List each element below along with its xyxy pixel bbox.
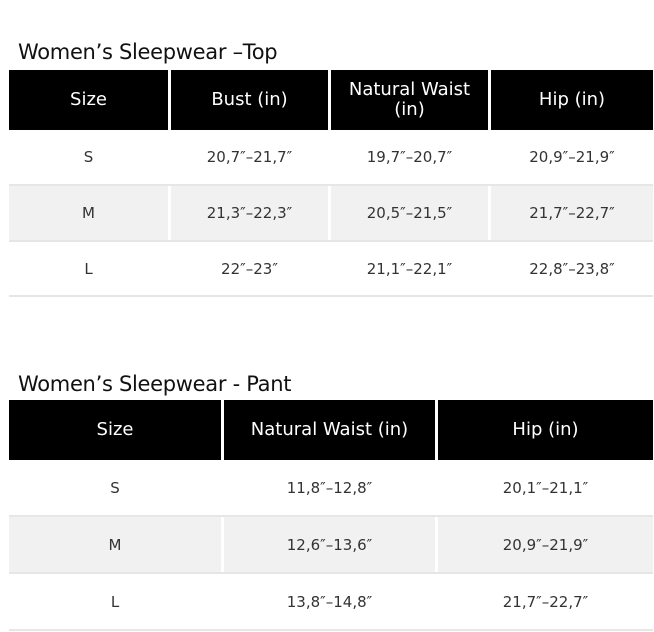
- measurement-cell: 19,7″–20,7″: [366, 148, 453, 166]
- column-header: Hip (in): [438, 400, 653, 460]
- table-row: M 12,6″–13,6″ 20,9″–21,9″: [9, 517, 653, 574]
- table-row: M 21,3″–22,3″ 20,5″–21,5″ 21,7″–22,7″: [9, 186, 653, 242]
- measurement-cell: 21,7″–22,7″: [502, 592, 589, 611]
- header-row: Size Bust (in) Natural Waist (in) Hip (in): [9, 70, 653, 130]
- column-header: Natural Waist (in): [331, 70, 488, 130]
- column-header: Bust (in): [171, 70, 328, 130]
- pant-size-table: Size Natural Waist (in) Hip (in) S 11,8″–12,…: [9, 400, 653, 631]
- header-row: Size Natural Waist (in) Hip (in): [9, 400, 653, 460]
- table-row: S 11,8″–12,8″ 20,1″–21,1″: [9, 460, 653, 517]
- table-row: L 13,8″–14,8″ 21,7″–22,7″: [9, 574, 653, 631]
- measurement-cell: 21,7″–22,7″: [529, 204, 615, 222]
- size-cell: S: [83, 148, 94, 166]
- measurement-cell: 11,8″–12,8″: [286, 478, 373, 497]
- measurement-cell: 20,9″–21,9″: [502, 535, 589, 554]
- measurement-cell: 21,1″–22,1″: [366, 259, 453, 278]
- column-header: Hip (in): [491, 70, 653, 130]
- size-cell: M: [9, 517, 224, 572]
- size-cell: L: [110, 592, 120, 611]
- measurement-cell: 21,3″–22,3″: [171, 186, 331, 240]
- top-size-table: Size Bust (in) Natural Waist (in) Hip (in) S…: [9, 70, 653, 297]
- measurement-cell: 22,8″–23,8″: [529, 259, 615, 278]
- size-cell: M: [9, 186, 171, 240]
- pant-table-title: Women’s Sleepwear - Pant: [18, 372, 292, 396]
- table-row: L 22″–23″ 21,1″–22,1″ 22,8″–23,8″: [9, 242, 653, 297]
- measurement-cell: 20,9″–21,9″: [529, 148, 615, 166]
- top-table-title: Women’s Sleepwear –Top: [18, 40, 278, 64]
- column-header: Size: [9, 400, 221, 460]
- column-header: Natural Waist (in): [224, 400, 435, 460]
- measurement-cell: 13,8″–14,8″: [286, 592, 373, 611]
- measurement-cell: 20,5″–21,5″: [331, 186, 491, 240]
- table-row: S 20,7″–21,7″ 19,7″–20,7″ 20,9″–21,9″: [9, 130, 653, 186]
- measurement-cell: 22″–23″: [221, 259, 278, 278]
- column-header: Size: [9, 70, 168, 130]
- size-cell: S: [110, 478, 120, 497]
- measurement-cell: 20,1″–21,1″: [502, 478, 589, 497]
- measurement-cell: 20,7″–21,7″: [206, 148, 293, 166]
- measurement-cell: 12,6″–13,6″: [224, 517, 438, 572]
- size-cell: L: [84, 259, 93, 278]
